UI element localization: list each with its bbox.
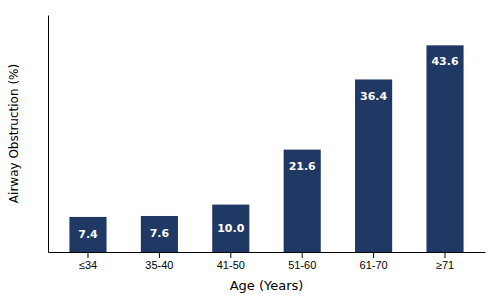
x-tick-label: 61-70 [360,259,388,271]
bar [355,79,392,252]
x-tick-mark [445,252,446,258]
data-label: 21.6 [289,160,316,173]
x-tick-mark [230,252,231,258]
x-tick: 35-40 [145,252,173,271]
bar [426,45,463,252]
x-tick-mark [373,252,374,258]
x-axis-line [49,252,486,253]
x-tick: ≤34 [79,252,97,271]
x-tick-label: ≤34 [79,259,97,271]
data-label: 7.6 [150,227,170,240]
bar [284,150,321,252]
x-tick-label: ≥71 [436,259,454,271]
x-tick-label: 35-40 [145,259,173,271]
data-labels: 7.4 7.6 10.0 21.6 36.4 43.6 [78,55,459,241]
y-axis [48,16,49,253]
x-tick-mark [302,252,303,258]
data-label: 7.4 [78,228,98,241]
bar [212,205,249,252]
x-tick: 41-50 [217,252,245,271]
bars [69,45,463,252]
y-axis-title: Airway Obstruction (%) [7,64,21,203]
data-label: 10.0 [217,222,244,235]
bar [141,216,178,252]
x-tick: 51-60 [288,252,316,271]
x-axis-title: Age (Years) [230,278,304,293]
x-tick-mark [159,252,160,258]
plot: ≤34 35-40 41-50 51-60 61-70 ≥71 7.4 7.6 10.0 21.6… [49,16,486,271]
x-tick: 61-70 [360,252,388,271]
data-label: 36.4 [360,90,387,103]
x-tick-label: 41-50 [217,259,245,271]
x-tick-label: 51-60 [288,259,316,271]
y-axis-line [48,16,49,253]
x-axis: ≤34 35-40 41-50 51-60 61-70 ≥71 [49,252,486,271]
data-label: 43.6 [431,55,458,68]
x-tick-mark [87,252,88,258]
x-tick: ≥71 [436,252,454,271]
bar [69,217,106,252]
chart: ≤34 35-40 41-50 51-60 61-70 ≥71 7.4 7.6 10.0 21.6… [0,0,500,300]
